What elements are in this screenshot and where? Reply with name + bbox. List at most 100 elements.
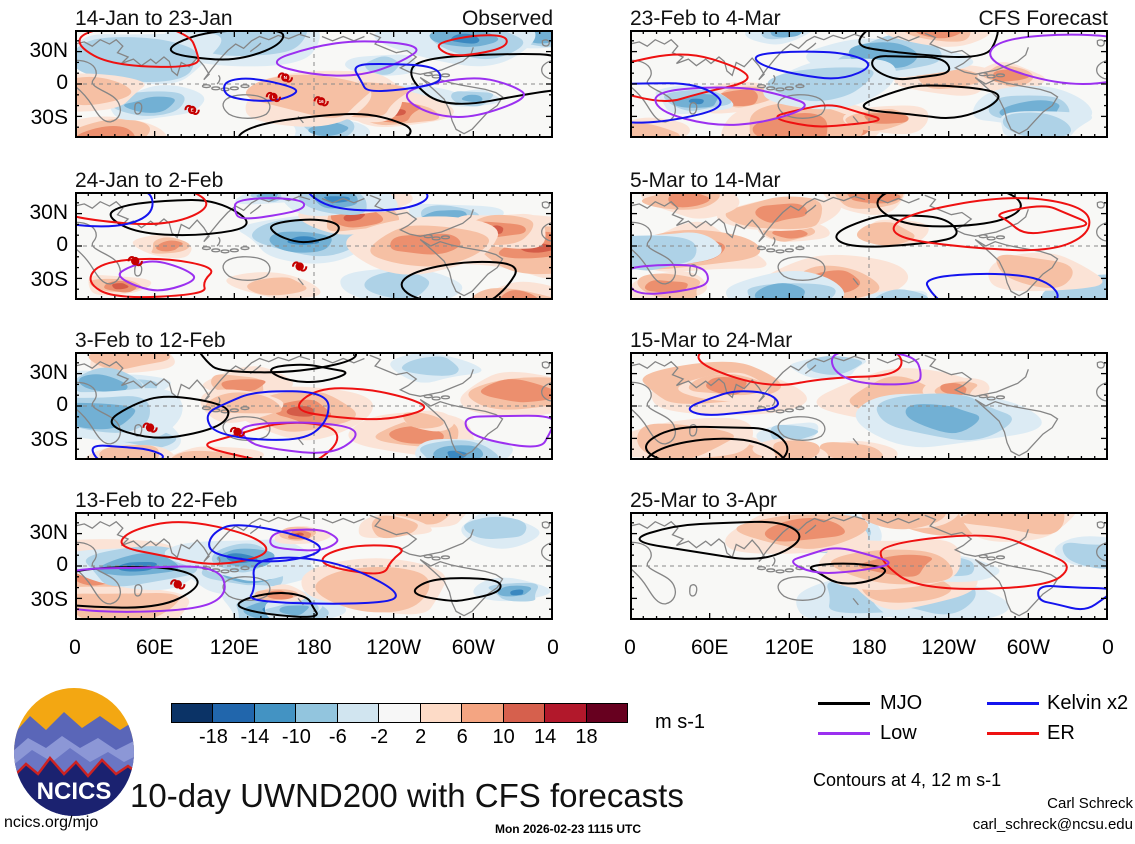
map-plot xyxy=(630,352,1108,460)
map-plot xyxy=(630,30,1108,138)
website-link[interactable]: ncics.org/mjo xyxy=(4,814,99,831)
contours-note: Contours at 4, 12 m s-1 xyxy=(813,770,1002,790)
credit-name: Carl Schreck xyxy=(1047,795,1133,812)
coastlines xyxy=(75,33,553,133)
column-label: Observed xyxy=(461,7,553,30)
x-tick-label: 180 xyxy=(851,636,887,659)
x-tick-label: 0 xyxy=(1102,636,1114,659)
panel-date-range: 5-Mar to 14-Mar xyxy=(630,169,781,192)
x-tick-label: 120E xyxy=(209,636,259,659)
map-panel-24-jan-to-2-feb: 24-Jan to 2-Feb xyxy=(75,164,553,300)
map-plot xyxy=(630,512,1108,620)
svg-text:L: L xyxy=(272,95,275,100)
storm-icon xyxy=(229,426,246,437)
column-label: CFS Forecast xyxy=(978,7,1108,30)
panel-date-range: 23-Feb to 4-Mar xyxy=(630,7,781,30)
y-tick-label: 30N xyxy=(29,360,68,384)
colorbar-segment xyxy=(502,703,546,723)
map-plot xyxy=(75,192,553,300)
y-tick-label: 0 xyxy=(56,553,68,576)
colorbar-segment xyxy=(378,703,421,723)
y-tick-label: 0 xyxy=(56,393,68,416)
colorbar-tick: -14 xyxy=(240,726,270,748)
colorbar-tick: 18 xyxy=(575,726,598,748)
x-tick-label: 0 xyxy=(69,636,81,659)
panel-border xyxy=(75,192,553,300)
panel-date-range: 15-Mar to 24-Mar xyxy=(630,329,793,352)
panel-border xyxy=(630,30,1108,138)
figure-title: 10-day UWND200 with CFS forecasts xyxy=(130,777,684,814)
colorbar-segment xyxy=(295,703,338,723)
y-tick-label: 30S xyxy=(30,587,68,611)
credit-email: carl_schreck@ncsu.edu xyxy=(972,816,1133,833)
map-panel-25-mar-to-3-apr: 25-Mar to 3-Apr xyxy=(630,484,1108,620)
colorbar-tick: 2 xyxy=(415,726,427,748)
x-tick-label: 120E xyxy=(764,636,814,659)
x-tick-label: 60E xyxy=(690,636,729,659)
panel-border xyxy=(75,512,553,620)
panel-border xyxy=(75,352,553,460)
x-tick-label: 60W xyxy=(1006,636,1050,659)
map-plot xyxy=(630,192,1108,300)
colorbar-segment xyxy=(419,703,463,723)
map-plot xyxy=(75,512,553,620)
colorbar-tick: 6 xyxy=(456,726,468,748)
colorbar-tick: -2 xyxy=(370,726,389,748)
colorbar-segment xyxy=(585,703,628,723)
storm-icon: 16 xyxy=(313,96,329,107)
y-tick-label: 30N xyxy=(29,520,68,544)
panel-border xyxy=(75,30,553,138)
colorbar-segment xyxy=(171,703,214,723)
map-panel-15-mar-to-24-mar: 15-Mar to 24-Mar xyxy=(630,324,1108,460)
map-panel-14-jan-to-23-jan: 14-Jan to 23-Jan Observed N L 16 E xyxy=(75,2,553,138)
coastlines xyxy=(630,33,1108,133)
y-tick-label: 30N xyxy=(29,200,68,224)
x-tick-label: 0 xyxy=(624,636,636,659)
ncics-logo: NCICS xyxy=(14,688,134,816)
svg-text:16: 16 xyxy=(319,99,325,104)
storm-icon: L xyxy=(265,91,281,103)
y-tick-label: 30S xyxy=(30,267,68,291)
y-tick-label: 0 xyxy=(56,233,68,256)
storm-icon xyxy=(127,256,143,267)
colorbar-segment xyxy=(212,703,255,723)
x-tick-label: 180 xyxy=(296,636,332,659)
colorbar-tick: -6 xyxy=(328,726,347,748)
colorbar-segment xyxy=(336,703,380,723)
legend-label-mjo: MJO xyxy=(880,692,923,714)
x-tick-label: 120W xyxy=(366,636,422,659)
storm-icon: E xyxy=(184,104,200,115)
x-tick-label: 0 xyxy=(547,636,559,659)
storm-icon: N xyxy=(277,72,293,83)
storm-icon xyxy=(292,261,308,272)
timestamp: Mon 2026-02-23 1115 UTC xyxy=(494,822,642,836)
legend-line-kelvin-x2 xyxy=(987,702,1039,705)
storm-icon xyxy=(170,579,186,590)
x-tick-label: 120W xyxy=(921,636,977,659)
legend-line-er xyxy=(987,732,1039,735)
panel-border xyxy=(630,192,1108,300)
coastlines xyxy=(75,195,553,295)
panel-date-range: 3-Feb to 12-Feb xyxy=(75,329,226,352)
panel-border xyxy=(630,352,1108,460)
map-plot: N L 16 E xyxy=(75,30,553,138)
panel-date-range: 24-Jan to 2-Feb xyxy=(75,169,224,192)
x-tick-label: 60W xyxy=(451,636,495,659)
x-tick-label: 60E xyxy=(135,636,174,659)
colorbar-segment xyxy=(461,703,504,723)
panel-border xyxy=(630,512,1108,620)
legend-label-low: Low xyxy=(880,722,917,744)
y-tick-label: 30S xyxy=(30,105,68,129)
panel-date-range: 13-Feb to 22-Feb xyxy=(75,489,238,512)
legend-line-low xyxy=(818,732,870,735)
legend-label-kelvin-x2: Kelvin x2 xyxy=(1047,692,1129,714)
colorbar xyxy=(171,703,628,723)
y-tick-label: 30S xyxy=(30,427,68,451)
panel-date-range: 14-Jan to 23-Jan xyxy=(75,7,233,30)
panel-date-range: 25-Mar to 3-Apr xyxy=(630,489,778,512)
colorbar-tick: -10 xyxy=(281,726,311,748)
colorbar-units: m s-1 xyxy=(655,711,705,733)
storm-icon xyxy=(142,422,158,433)
legend-line-mjo xyxy=(818,702,870,705)
